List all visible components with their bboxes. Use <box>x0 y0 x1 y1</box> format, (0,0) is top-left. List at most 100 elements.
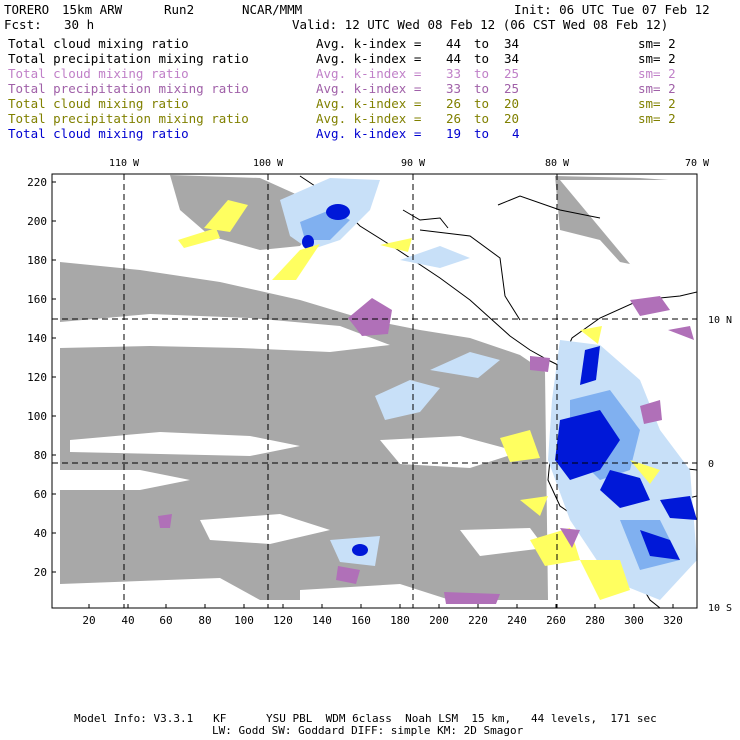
legend-row: Total precipitation mixing ratio Avg. k-… <box>4 51 704 66</box>
legend-row: Total cloud mixing ratio Avg. k-index = … <box>4 36 704 51</box>
x-tick-label: 180 <box>390 614 410 627</box>
legend-kindex-label: Avg. k-index = <box>316 96 422 111</box>
legend-to: to <box>474 81 490 96</box>
longitude-label: 100 W <box>253 158 284 169</box>
legend-smoothing: sm= 2 <box>638 36 676 51</box>
legend-to: to <box>474 51 490 66</box>
y-tick-label: 200 <box>27 215 47 228</box>
legend-smoothing: sm= 2 <box>638 66 676 81</box>
legend-kindex-label: Avg. k-index = <box>316 36 422 51</box>
x-tick-label: 60 <box>159 614 172 627</box>
legend-kindex-from: 19 <box>446 126 462 141</box>
model-info-line: Model Info: V3.3.1 KF YSU PBL WDM 6class… <box>74 712 657 725</box>
x-tick-label: 100 <box>234 614 254 627</box>
legend-kindex-label: Avg. k-index = <box>316 66 422 81</box>
legend-field-name: Total precipitation mixing ratio <box>8 51 249 66</box>
map-frame <box>51 173 698 609</box>
legend-smoothing: sm= 2 <box>638 81 676 96</box>
x-tick-label: 300 <box>624 614 644 627</box>
legend-to: to <box>474 66 490 81</box>
legend-kindex-to: 20 <box>504 96 520 111</box>
x-tick-label: 160 <box>351 614 371 627</box>
model-name: TORERO <box>4 2 50 17</box>
legend-smoothing: sm= 2 <box>638 51 676 66</box>
x-tick-label: 240 <box>507 614 527 627</box>
legend-kindex-from: 33 <box>446 66 462 81</box>
latitude-labels: 10 N 0 10 S <box>708 315 732 614</box>
legend-field-name: Total precipitation mixing ratio <box>8 81 249 96</box>
y-tick-label: 180 <box>27 254 47 267</box>
x-tick-label: 120 <box>273 614 293 627</box>
legend-kindex-from: 26 <box>446 96 462 111</box>
latitude-label: 10 S <box>708 603 732 614</box>
legend-to: to <box>474 36 490 51</box>
legend-kindex-to: 25 <box>504 66 520 81</box>
x-tick-label: 280 <box>585 614 605 627</box>
valid-time: Valid: 12 UTC Wed 08 Feb 12 (06 CST Wed … <box>292 17 669 32</box>
legend-field-name: Total cloud mixing ratio <box>8 96 189 111</box>
legend-kindex-label: Avg. k-index = <box>316 51 422 66</box>
legend-kindex-to: 4 <box>512 126 520 141</box>
latitude-label: 10 N <box>708 315 732 326</box>
legend-field-name: Total cloud mixing ratio <box>8 126 189 141</box>
legend-kindex-label: Avg. k-index = <box>316 81 422 96</box>
legend-kindex-from: 26 <box>446 111 462 126</box>
model-org: NCAR/MMM <box>242 2 303 17</box>
map-fields <box>52 174 697 608</box>
y-tick-label: 220 <box>27 176 47 189</box>
legend-kindex-from: 33 <box>446 81 462 96</box>
x-tick-labels: 20 40 60 80 100 120 140 160 180 200 220 … <box>82 614 683 627</box>
legend-row: Total cloud mixing ratio Avg. k-index = … <box>4 96 704 111</box>
x-tick-label: 200 <box>429 614 449 627</box>
legend-smoothing: sm= 2 <box>638 96 676 111</box>
x-tick-label: 320 <box>663 614 683 627</box>
legend-to: to <box>474 96 490 111</box>
legend-row: Total precipitation mixing ratio Avg. k-… <box>4 111 704 126</box>
forecast-hours: 30 h <box>64 17 95 32</box>
graticule <box>52 174 697 608</box>
axis-ticks <box>52 181 674 608</box>
legend-kindex-from: 44 <box>446 51 462 66</box>
model-resolution: 15km ARW <box>62 2 123 17</box>
y-tick-label: 140 <box>27 332 47 345</box>
forecast-map: 220 200 180 160 140 120 100 80 60 40 20 … <box>27 158 732 627</box>
physics-info-line: LW: Godd SW: Goddard DIFF: simple KM: 2D… <box>212 724 524 737</box>
x-tick-label: 220 <box>468 614 488 627</box>
legend-smoothing: sm= 2 <box>638 111 676 126</box>
x-tick-label: 20 <box>82 614 95 627</box>
legend-kindex-to: 34 <box>504 36 520 51</box>
legend-field-name: Total cloud mixing ratio <box>8 66 189 81</box>
x-tick-label: 260 <box>546 614 566 627</box>
legend-kindex-to: 20 <box>504 111 520 126</box>
legend-kindex-to: 34 <box>504 51 520 66</box>
legend-kindex-label: Avg. k-index = <box>316 126 422 141</box>
longitude-label: 90 W <box>401 158 426 169</box>
longitude-label: 80 W <box>545 158 570 169</box>
forecast-label: Fcst: <box>4 17 42 32</box>
purple-cloud-field <box>158 296 694 604</box>
x-tick-label: 140 <box>312 614 332 627</box>
y-tick-label: 80 <box>34 449 47 462</box>
legend-row: Total cloud mixing ratio Avg. k-index = … <box>4 126 704 141</box>
y-tick-label: 120 <box>27 371 47 384</box>
y-tick-label: 20 <box>34 566 47 579</box>
legend-to: to <box>474 111 490 126</box>
yellow-precip-field <box>178 200 660 600</box>
longitude-labels: 110 W 100 W 90 W 80 W 70 W <box>109 158 710 169</box>
y-tick-label: 100 <box>27 410 47 423</box>
legend-to: to <box>474 126 490 141</box>
longitude-label: 70 W <box>685 158 710 169</box>
x-tick-label: 80 <box>198 614 211 627</box>
latitude-label: 0 <box>708 459 714 470</box>
y-tick-label: 60 <box>34 488 47 501</box>
legend-kindex-to: 25 <box>504 81 520 96</box>
legend-row: Total precipitation mixing ratio Avg. k-… <box>4 81 704 96</box>
y-tick-label: 40 <box>34 527 47 540</box>
x-tick-label: 40 <box>121 614 134 627</box>
model-run: Run2 <box>164 2 195 17</box>
legend-field-name: Total cloud mixing ratio <box>8 36 189 51</box>
legend-field-name: Total precipitation mixing ratio <box>8 111 249 126</box>
y-tick-label: 160 <box>27 293 47 306</box>
legend-row: Total cloud mixing ratio Avg. k-index = … <box>4 66 704 81</box>
legend-kindex-label: Avg. k-index = <box>316 111 422 126</box>
